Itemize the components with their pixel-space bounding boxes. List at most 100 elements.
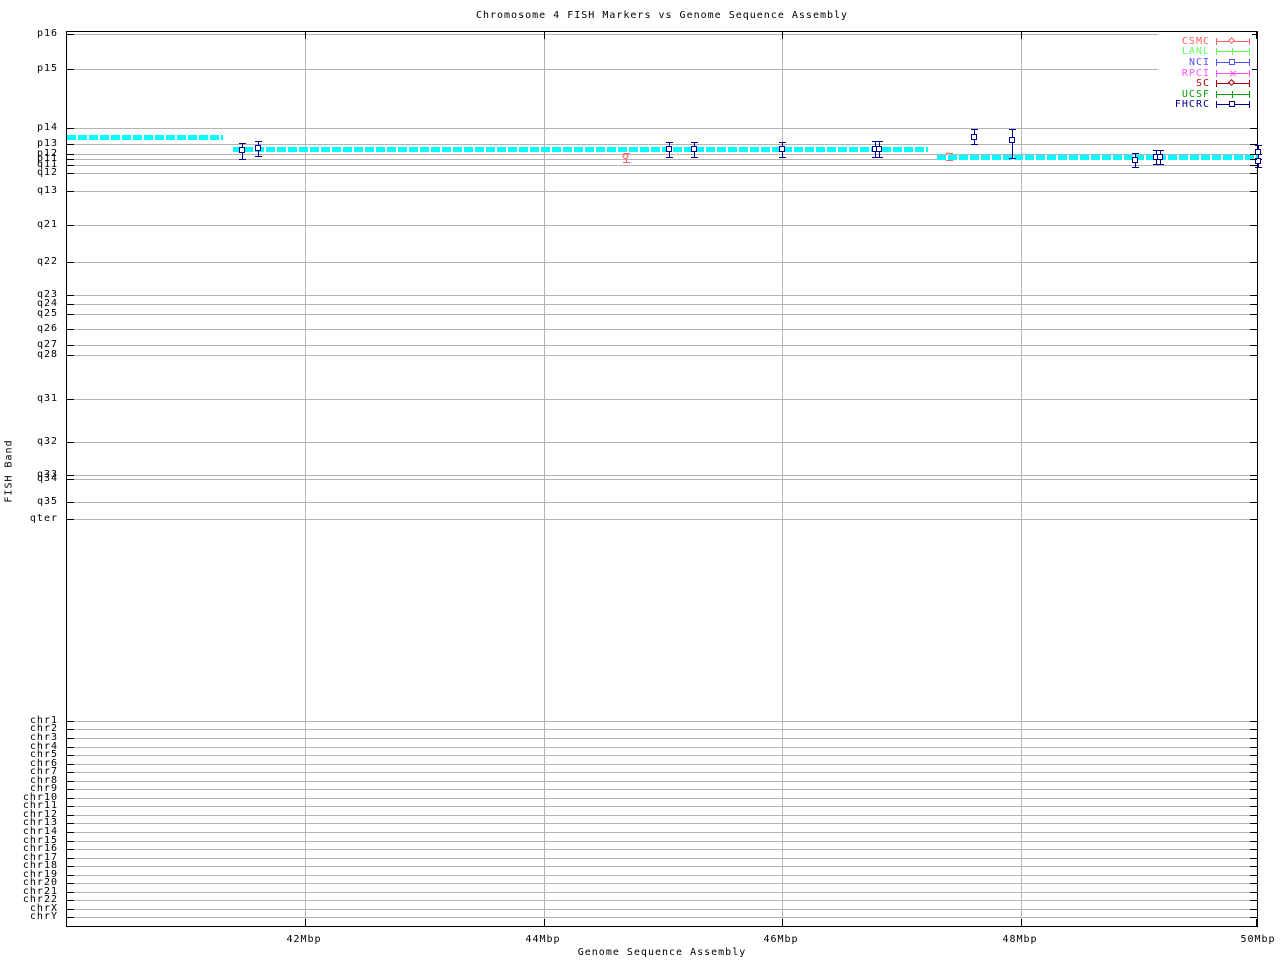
y-band-label: p15	[36, 63, 58, 74]
errorbar-cap	[1157, 150, 1164, 151]
tick-bottom	[544, 919, 545, 926]
gridline-h	[67, 173, 1257, 174]
tick-top	[782, 32, 783, 39]
tick-top	[305, 32, 306, 39]
tick-right	[1250, 841, 1257, 842]
square-marker-icon	[876, 146, 882, 152]
y-band-label: chr10	[22, 792, 58, 803]
tick-left	[67, 815, 74, 816]
tick-right	[1250, 69, 1257, 70]
tick-right	[1250, 159, 1257, 160]
tick-right	[1250, 304, 1257, 305]
y-band-label: q34	[36, 473, 58, 484]
tick-right	[1250, 144, 1257, 145]
errorbar-cap	[971, 129, 978, 130]
square-marker-icon	[666, 146, 672, 152]
tick-top	[1256, 32, 1257, 39]
gridline-h	[67, 738, 1257, 739]
tick-right	[1250, 875, 1257, 876]
tick-right	[1250, 225, 1257, 226]
legend-glyph-square-icon	[1216, 100, 1250, 109]
errorbar-cap	[691, 157, 698, 158]
tick-left	[67, 502, 74, 503]
legend-label: NCI	[1188, 56, 1210, 68]
glyph-cap	[1216, 58, 1217, 66]
gridline-h	[67, 262, 1257, 263]
gridline-v	[782, 32, 783, 926]
tick-right	[1250, 798, 1257, 799]
errorbar-cap	[1132, 167, 1139, 168]
tick-right	[1250, 502, 1257, 503]
assembly-segment	[937, 155, 1259, 160]
tick-right	[1250, 789, 1257, 790]
errorbar-cap	[872, 141, 879, 142]
gridline-h	[67, 502, 1257, 503]
tick-bottom	[782, 919, 783, 926]
tick-right	[1250, 866, 1257, 867]
tick-left	[67, 159, 74, 160]
glyph-cap	[1249, 37, 1250, 45]
errorbar-cap	[255, 141, 262, 142]
tick-left	[67, 399, 74, 400]
tick-left	[67, 314, 74, 315]
gridline-v	[1021, 32, 1022, 926]
gridline-h	[67, 345, 1257, 346]
tick-bottom	[1256, 919, 1257, 926]
tick-right	[1250, 173, 1257, 174]
errorbar-cap	[779, 157, 786, 158]
tick-right	[1250, 721, 1257, 722]
tick-top	[544, 32, 545, 39]
errorbar-cap	[876, 141, 883, 142]
gridline-h	[67, 892, 1257, 893]
tick-left	[67, 304, 74, 305]
tick-right	[1250, 165, 1257, 166]
tick-left	[67, 772, 74, 773]
errorbar-cap	[779, 142, 786, 143]
gridline-h	[67, 128, 1257, 129]
tick-right	[1250, 832, 1257, 833]
gridline-h	[67, 849, 1257, 850]
gridline-h	[67, 475, 1257, 476]
gridline-h	[67, 755, 1257, 756]
y-band-label: chr6	[29, 758, 58, 769]
tick-right	[1250, 262, 1257, 263]
legend-label: SC	[1195, 78, 1210, 90]
plus-marker-icon	[1232, 48, 1233, 56]
y-band-label: q24	[36, 298, 58, 309]
tick-left	[67, 866, 74, 867]
legend-label: LANL	[1181, 46, 1210, 58]
gridline-h	[67, 806, 1257, 807]
errorbar-cap	[876, 157, 883, 158]
glyph-cap	[1249, 80, 1250, 88]
tick-right	[1250, 858, 1257, 859]
y-band-label: chr1	[29, 715, 58, 726]
errorbar-cap	[971, 144, 978, 145]
y-band-label: q13	[36, 185, 58, 196]
glyph-cap	[1249, 101, 1250, 109]
errorbar-cap	[1255, 145, 1262, 146]
tick-right	[1250, 34, 1257, 35]
gridline-h	[67, 781, 1257, 782]
tick-left	[67, 764, 74, 765]
errorbar-line	[1012, 129, 1013, 158]
tick-left	[67, 806, 74, 807]
y-band-label: chr2	[29, 723, 58, 734]
gridline-h	[67, 917, 1257, 918]
errorbar-cap	[1153, 164, 1160, 165]
errorbar-cap	[872, 157, 879, 158]
x-axis-label: Genome Sequence Assembly	[577, 947, 747, 958]
plot-area	[66, 31, 1262, 927]
legend-item-lanl: LANL	[1158, 46, 1250, 58]
glyph-cap	[1216, 80, 1217, 88]
y-band-label: chr15	[22, 835, 58, 846]
errorbar-cap	[666, 157, 673, 158]
gridline-h	[67, 154, 1257, 155]
errorbar-cap	[1132, 153, 1139, 154]
gridline-h	[67, 329, 1257, 330]
tick-right	[1250, 823, 1257, 824]
tick-right	[1250, 917, 1257, 918]
tick-right	[1250, 314, 1257, 315]
tick-right	[1250, 900, 1257, 901]
tick-right	[1250, 729, 1257, 730]
